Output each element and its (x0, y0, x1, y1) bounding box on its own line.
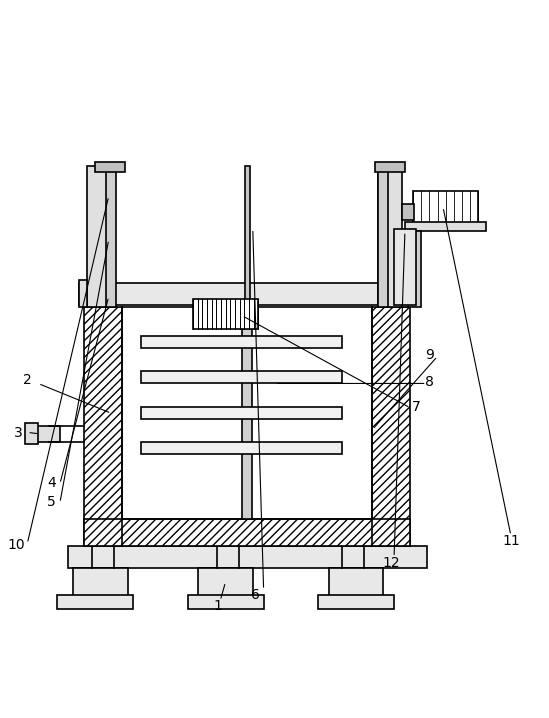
Bar (141, 407, 343, 419)
Bar (35, 426, 60, 442)
Bar (68, 546, 427, 568)
Bar (25, 423, 38, 444)
Bar (318, 595, 394, 609)
Bar (79, 283, 416, 304)
Bar (402, 280, 410, 307)
Bar (85, 307, 122, 546)
Text: 11: 11 (502, 534, 520, 548)
Bar (413, 190, 478, 223)
Bar (378, 166, 388, 307)
Bar (329, 568, 383, 598)
Bar (74, 568, 128, 598)
Text: 5: 5 (47, 495, 56, 509)
Bar (394, 228, 416, 304)
Bar (85, 519, 410, 546)
Bar (87, 166, 111, 307)
Text: 4: 4 (47, 476, 56, 490)
Bar (198, 568, 253, 598)
Bar (141, 371, 343, 383)
Bar (245, 166, 250, 307)
Bar (79, 280, 87, 307)
Bar (378, 166, 402, 307)
Bar (405, 222, 486, 231)
Text: 12: 12 (383, 556, 400, 570)
Bar (402, 204, 414, 220)
Text: 6: 6 (251, 588, 260, 602)
Bar (375, 162, 405, 172)
Bar (188, 595, 264, 609)
Bar (57, 595, 133, 609)
Bar (141, 442, 343, 454)
Text: 10: 10 (8, 538, 25, 552)
Bar (141, 336, 343, 348)
Bar (95, 162, 125, 172)
Bar (242, 307, 251, 519)
Text: 2: 2 (23, 373, 32, 387)
Bar (106, 166, 116, 307)
Bar (372, 307, 410, 546)
Bar (193, 299, 258, 329)
Text: 1: 1 (213, 599, 222, 612)
Text: 7: 7 (411, 400, 420, 414)
Text: 3: 3 (14, 426, 23, 440)
Text: 8: 8 (425, 376, 434, 389)
Text: 9: 9 (425, 348, 434, 362)
Bar (408, 231, 421, 307)
